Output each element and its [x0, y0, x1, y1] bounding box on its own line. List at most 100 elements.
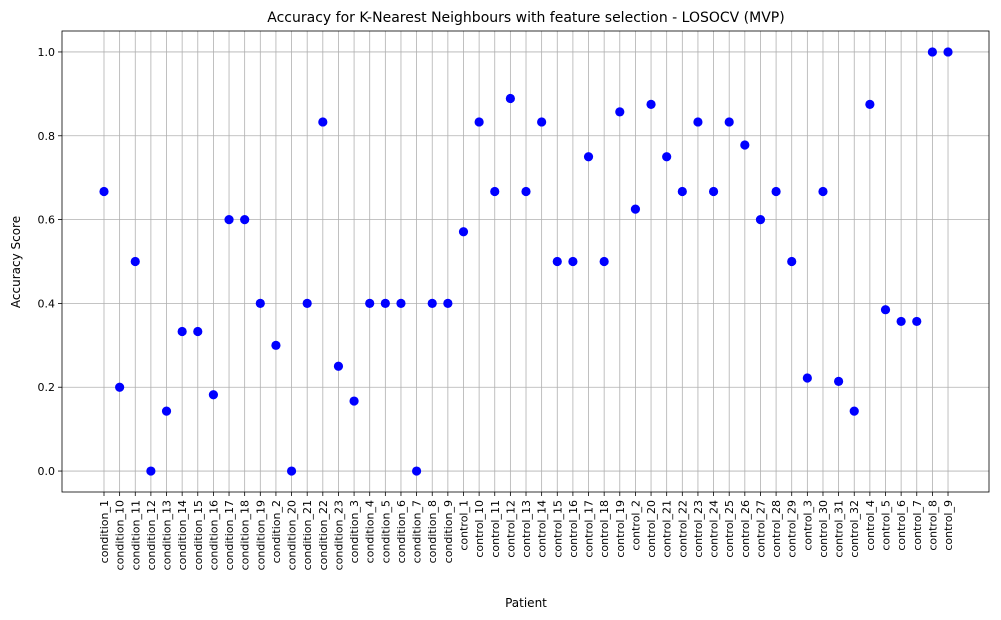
x-tick-label: control_6	[895, 500, 908, 551]
x-tick-label: control_18	[598, 500, 611, 558]
x-tick-label: condition_12	[145, 500, 158, 570]
x-tick-label: control_1	[457, 500, 470, 551]
x-tick-label: control_22	[676, 500, 689, 558]
x-tick-label: control_10	[473, 500, 486, 558]
data-point	[849, 406, 859, 416]
data-point	[943, 47, 953, 57]
data-point	[646, 99, 656, 109]
x-tick-label: control_28	[770, 500, 783, 558]
x-tick-label: control_16	[567, 500, 580, 558]
data-point	[521, 186, 531, 197]
y-tick-label: 0.8	[38, 130, 56, 143]
x-tick-label: condition_21	[301, 500, 314, 570]
data-point	[474, 117, 484, 127]
data-point	[740, 140, 750, 150]
data-point	[380, 298, 390, 309]
data-point	[583, 152, 594, 162]
data-point	[333, 361, 344, 371]
x-tick-label: condition_20	[286, 500, 299, 570]
x-tick-label: control_8	[926, 500, 939, 551]
data-point	[552, 256, 562, 267]
x-tick-label: control_4	[864, 500, 877, 551]
data-point	[787, 256, 797, 267]
data-point	[630, 204, 641, 214]
x-tick-label: condition_18	[239, 500, 252, 570]
x-tick-label: control_29	[786, 500, 799, 558]
x-tick-label: control_9	[942, 500, 955, 551]
x-tick-label: control_14	[536, 500, 549, 558]
data-point	[927, 47, 937, 57]
data-point	[443, 298, 453, 309]
data-point	[490, 186, 500, 197]
x-tick-label: condition_3	[348, 500, 361, 563]
data-point	[349, 396, 359, 406]
x-tick-label: control_2	[629, 500, 642, 551]
x-tick-label: control_11	[489, 500, 502, 558]
data-point	[505, 93, 515, 104]
y-tick-label: 0.6	[38, 214, 56, 227]
x-tick-label: condition_7	[411, 500, 424, 563]
data-point	[896, 316, 906, 327]
y-axis-label: Accuracy Score	[9, 216, 23, 308]
data-point	[302, 298, 312, 309]
y-tick-label: 0.2	[38, 381, 56, 394]
x-tick-label: control_24	[708, 500, 721, 558]
x-tick-label: condition_10	[114, 500, 127, 570]
x-tick-label: control_7	[911, 500, 924, 551]
data-point	[771, 186, 781, 197]
data-point	[177, 326, 187, 337]
x-tick-label: control_5	[880, 500, 893, 551]
x-tick-label: control_20	[645, 500, 658, 558]
data-point	[677, 186, 687, 197]
x-tick-label: condition_13	[161, 500, 174, 570]
data-point	[693, 117, 703, 127]
data-point	[99, 186, 109, 197]
x-tick-label: control_12	[504, 500, 517, 558]
x-tick-label: condition_8	[426, 500, 439, 563]
data-point	[537, 117, 547, 127]
x-tick-label: condition_17	[223, 500, 236, 570]
data-point	[224, 214, 234, 225]
y-tick-label: 0.0	[38, 465, 56, 478]
x-tick-label: control_19	[614, 500, 627, 558]
x-tick-label: control_23	[692, 500, 705, 558]
x-tick-label: control_32	[848, 500, 861, 558]
data-point	[755, 214, 766, 225]
x-tick-label: condition_2	[270, 500, 283, 563]
data-point	[240, 214, 250, 225]
x-tick-label: condition_5	[379, 500, 392, 563]
data-points	[99, 47, 953, 476]
x-tick-label: control_27	[754, 500, 767, 558]
y-axis-ticks: 0.0 0.2 0.4 0.6 0.8 1.0	[38, 46, 62, 478]
data-point	[458, 227, 469, 237]
x-tick-label: condition_11	[129, 500, 142, 570]
data-point	[568, 256, 578, 267]
data-point	[286, 466, 297, 476]
x-tick-label: control_17	[583, 500, 596, 558]
data-point	[365, 298, 375, 309]
x-axis-label: Patient	[505, 596, 547, 610]
y-tick-label: 1.0	[38, 46, 56, 59]
x-tick-label: control_3	[801, 500, 814, 551]
x-tick-label: condition_6	[395, 500, 408, 563]
data-point	[130, 256, 140, 267]
x-tick-label: control_21	[661, 500, 674, 558]
data-point	[318, 117, 328, 127]
data-point	[412, 466, 422, 476]
x-tick-label: condition_19	[254, 500, 267, 570]
data-point	[615, 107, 625, 117]
chart-title: Accuracy for K-Nearest Neighbours with f…	[267, 10, 784, 26]
data-point	[427, 298, 437, 309]
x-tick-label: control_25	[723, 500, 736, 558]
data-point	[662, 152, 672, 162]
x-tick-label: control_13	[520, 500, 533, 558]
x-tick-label: control_15	[551, 500, 564, 558]
data-point	[724, 117, 734, 127]
x-tick-label: control_30	[817, 500, 830, 558]
x-tick-label: condition_16	[207, 500, 220, 570]
data-point	[193, 326, 203, 337]
data-point	[599, 256, 609, 267]
grid-lines	[62, 31, 989, 492]
data-point	[271, 340, 281, 350]
